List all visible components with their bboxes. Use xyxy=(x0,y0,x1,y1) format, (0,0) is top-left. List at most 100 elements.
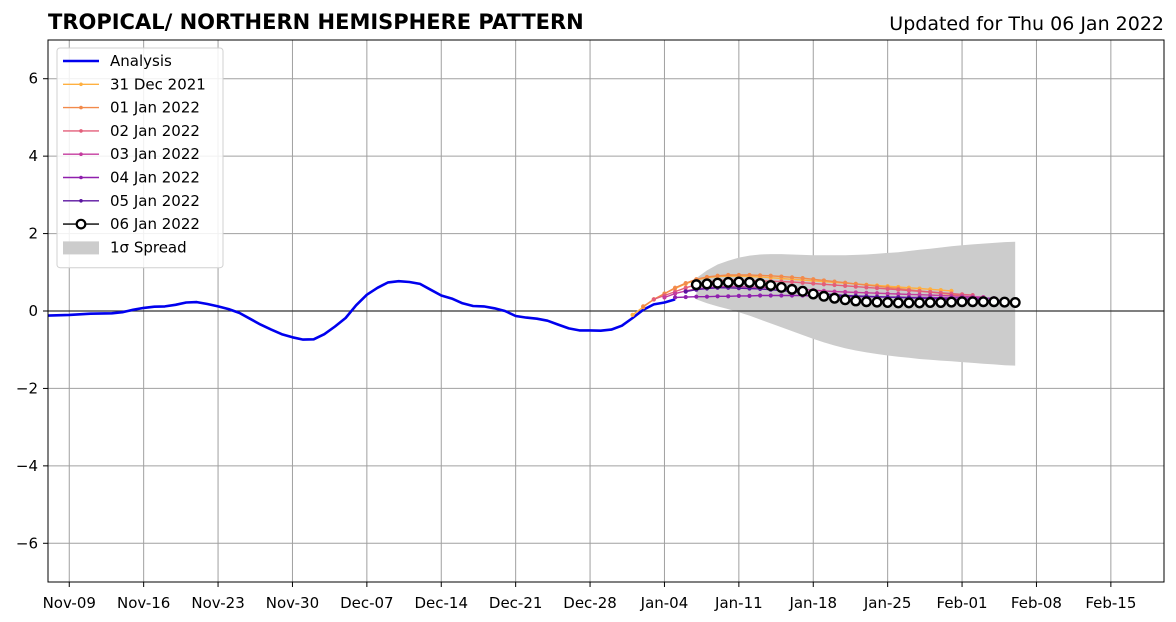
x-tick-label: Feb-01 xyxy=(937,594,988,612)
legend-label: 01 Jan 2022 xyxy=(110,99,200,117)
legend-swatch-marker xyxy=(79,129,83,133)
forecast-point xyxy=(672,295,678,300)
forecast-point xyxy=(896,287,901,292)
current-forecast-point xyxy=(871,296,883,308)
x-tick-label: Nov-09 xyxy=(43,594,96,612)
x-axis-ticks: Nov-09 Nov-16 Nov-23 Nov-30 Dec-07 Dec-14 Dec-… xyxy=(43,582,1136,612)
forecast-point xyxy=(704,294,710,299)
current-forecast-point xyxy=(860,296,872,308)
legend-swatch-marker xyxy=(79,175,83,180)
legend-swatch-marker xyxy=(79,199,83,203)
analysis-layer xyxy=(47,279,676,341)
current-forecast-point xyxy=(690,279,702,291)
current-forecast-point xyxy=(775,281,787,293)
forecast-point xyxy=(768,273,773,278)
forecast-point xyxy=(811,277,816,282)
forecast-point xyxy=(726,272,731,278)
chart-subtitle: Updated for Thu 06 Jan 2022 xyxy=(889,13,1164,35)
legend-label: Analysis xyxy=(110,52,172,70)
y-tick-label: −6 xyxy=(16,534,38,552)
forecast-point xyxy=(843,283,848,288)
legend-label: 31 Dec 2021 xyxy=(110,75,206,93)
legend-swatch-marker xyxy=(79,82,83,87)
legend-swatch-marker xyxy=(79,152,83,156)
y-tick-label: 2 xyxy=(28,225,38,243)
current-forecast-point xyxy=(882,296,894,308)
y-axis-ticks: −6 −4 −2 0 2 4 6 xyxy=(16,70,48,552)
y-tick-label: −4 xyxy=(16,457,38,475)
x-tick-label: Dec-14 xyxy=(414,594,468,612)
forecast-point xyxy=(832,282,837,288)
current-forecast-point xyxy=(754,278,766,290)
x-tick-label: Feb-08 xyxy=(1011,594,1062,612)
forecast-point xyxy=(906,288,912,293)
legend-entry: 01 Jan 2022 xyxy=(63,99,200,117)
legend-entry: Analysis xyxy=(63,52,172,70)
legend-label: 05 Jan 2022 xyxy=(110,192,200,210)
legend: Analysis 31 Dec 2021 01 Jan 2022 02 Jan 202… xyxy=(56,47,224,269)
legend-label: 02 Jan 2022 xyxy=(110,122,200,140)
x-tick-label: Nov-16 xyxy=(117,594,170,612)
forecast-point xyxy=(821,278,826,283)
forecast-point xyxy=(853,284,858,289)
y-tick-label: 6 xyxy=(28,70,38,88)
legend-entry: 06 Jan 2022 xyxy=(63,215,200,233)
y-tick-label: −2 xyxy=(16,379,38,397)
current-forecast-point xyxy=(903,297,915,309)
x-tick-label: Jan-04 xyxy=(640,594,689,612)
forecast-point xyxy=(758,273,763,278)
forecast-point xyxy=(736,272,741,278)
forecast-point xyxy=(694,294,699,299)
legend-entry: 1σ Spread xyxy=(63,238,187,256)
forecast-point xyxy=(747,272,752,278)
forecast-point xyxy=(864,290,869,295)
current-forecast-point xyxy=(945,296,957,308)
forecast-point xyxy=(672,285,678,290)
legend-label: 1σ Spread xyxy=(110,238,187,256)
forecast-point xyxy=(683,289,688,294)
legend-label: 04 Jan 2022 xyxy=(110,169,200,187)
forecast-point xyxy=(715,294,720,299)
current-forecast-point xyxy=(999,296,1011,308)
current-forecast-point xyxy=(839,294,851,306)
forecast-point xyxy=(651,297,656,302)
current-forecast-point xyxy=(786,283,798,295)
current-forecast-layer xyxy=(690,276,1021,309)
x-tick-label: Jan-11 xyxy=(714,594,763,612)
forecast-point xyxy=(917,289,922,294)
current-forecast-point xyxy=(797,285,809,297)
y-tick-label: 4 xyxy=(28,147,38,165)
forecast-point xyxy=(885,291,890,296)
forecast-point xyxy=(641,304,646,309)
legend-entry: 05 Jan 2022 xyxy=(63,192,200,210)
x-tick-label: Dec-28 xyxy=(563,594,617,612)
forecast-point xyxy=(715,273,720,278)
forecast-point xyxy=(758,293,763,298)
legend-box xyxy=(56,47,224,269)
current-forecast-point xyxy=(914,297,926,309)
forecast-point xyxy=(821,282,826,287)
forecast-point xyxy=(811,281,816,286)
current-forecast-point xyxy=(722,276,734,288)
current-forecast-point xyxy=(712,277,724,289)
forecast-point xyxy=(662,295,667,300)
forecast-point xyxy=(683,281,688,286)
forecast-point xyxy=(874,286,880,291)
current-forecast-point xyxy=(829,292,841,304)
current-forecast-point xyxy=(765,279,777,291)
chart-title: TROPICAL/ NORTHERN HEMISPHERE PATTERN xyxy=(48,10,584,34)
forecast-point xyxy=(704,274,710,280)
current-forecast-point xyxy=(850,295,862,307)
forecast-point xyxy=(630,312,635,317)
current-forecast-point xyxy=(807,288,819,300)
forecast-point xyxy=(672,291,678,296)
forecast-point xyxy=(800,280,805,285)
x-tick-label: Jan-18 xyxy=(788,594,837,612)
current-forecast-point xyxy=(977,296,989,308)
x-tick-label: Jan-25 xyxy=(863,594,912,612)
forecast-point xyxy=(726,294,731,299)
legend-entry: 02 Jan 2022 xyxy=(63,122,200,140)
legend-label: 03 Jan 2022 xyxy=(110,145,200,163)
legend-entry: 31 Dec 2021 xyxy=(63,75,206,93)
